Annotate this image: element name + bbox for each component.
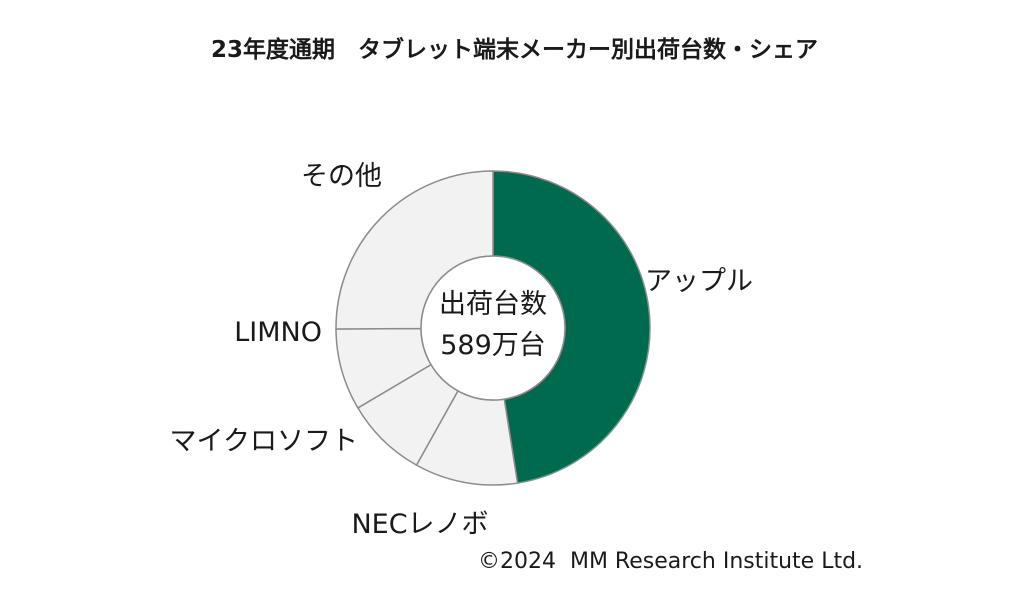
slice-label-2: NECレノボ [351,509,488,540]
slice-label-5: その他 [301,161,382,192]
slice-labels: アップル NECレノボ マイクロソフト LIMNO その他 [170,161,753,540]
center-label-line-2: 589万台 [440,330,546,361]
donut-slices [335,170,651,486]
donut-hole [420,255,566,401]
chart-title: 23年度通期 タブレット端末メーカー別出荷台数・シェア [210,37,818,63]
center-label-line-1: 出荷台数 [439,289,547,320]
copyright-credit: ©2024 MM Research Institute Ltd. [478,549,864,574]
slice-label-1: アップル [645,266,753,297]
slice-label-4: LIMNO [234,317,322,348]
slice-label-3: マイクロソフト [170,426,358,457]
donut-center: 出荷台数 589万台 [439,289,547,361]
